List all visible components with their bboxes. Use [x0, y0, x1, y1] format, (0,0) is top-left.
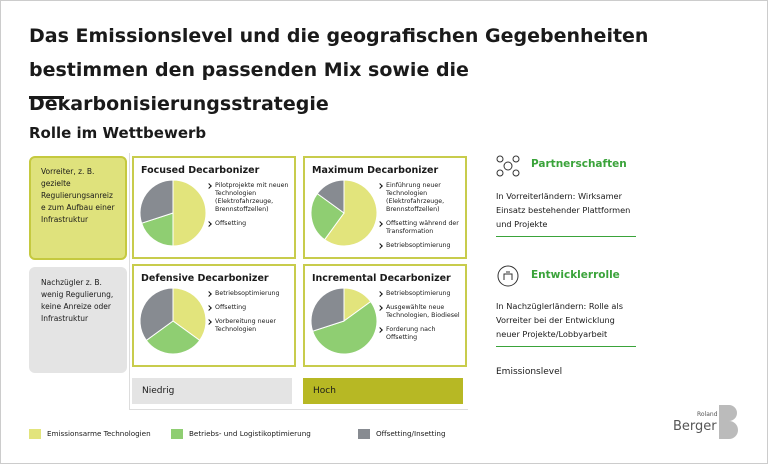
grid: [129, 153, 468, 410]
legend-swatch: [29, 429, 41, 439]
bullet-list: Betriebsoptimierung Ausgewählte neue Tech…: [378, 290, 464, 348]
bullet: Betriebsoptimierung: [207, 290, 293, 298]
pie-slice: [139, 287, 174, 342]
logo-big: Berger: [673, 419, 717, 434]
pie-slice: [145, 320, 201, 355]
side-text: In Nachzüglerländern: Rolle als Vorreite…: [496, 299, 636, 347]
bullet: Einführung neuer Technologien (Elektrofa…: [378, 182, 464, 214]
title: Das Emissionslevel und die geografischen…: [29, 25, 649, 115]
bullet: Vorbereitung neuer Technologien: [207, 318, 293, 334]
side-text: In Vorreiterländern: Wirksamer Einsatz b…: [496, 189, 636, 237]
subtitle: Rolle im Wettbewerb: [29, 124, 207, 142]
pie-slice: [139, 179, 174, 224]
pie-slice: [311, 300, 378, 355]
bullet: Offsetting: [207, 220, 293, 228]
quadrant: Incremental Decarbonizer Betriebsoptimier…: [303, 264, 467, 367]
axis-high: Hoch: [303, 378, 463, 404]
logo-small: Roland: [697, 411, 718, 418]
side-title: Entwicklerrolle: [531, 269, 620, 281]
quadrant: Maximum Decarbonizer Einführung neuer Tec…: [303, 156, 467, 259]
quadrant-title: Focused Decarbonizer: [141, 165, 260, 176]
pie-slice: [172, 287, 207, 342]
legend-swatch: [358, 429, 370, 439]
legend-label: Emissionsarme Technologien: [47, 429, 151, 438]
icon: [497, 265, 519, 287]
logo: Roland Berger: [673, 405, 738, 439]
axis-low: Niedrig: [132, 378, 292, 404]
rule: [29, 96, 64, 99]
bullet: Ausgewählte neue Technologien, Biodiesel: [378, 304, 464, 320]
logo-mark: [719, 405, 738, 439]
legend-swatch: [171, 429, 183, 439]
axis-label: Emissionslevel: [496, 367, 563, 377]
bullet-list: Betriebsoptimierung Offsetting Vorbereitun…: [207, 290, 293, 340]
pie-slice: [310, 287, 345, 332]
pie-slice: [172, 179, 207, 247]
role-box: Vorreiter, z. B. gezielte Regulierungsan…: [29, 156, 127, 260]
side-title: Partnerschaften: [531, 158, 627, 170]
quadrant: Focused Decarbonizer Pilotprojekte mit ne…: [132, 156, 296, 259]
pie-chart: [310, 179, 378, 247]
quadrant-title: Maximum Decarbonizer: [312, 165, 439, 176]
pie-chart: [139, 179, 207, 247]
quadrant: Defensive Decarbonizer Betriebsoptimierun…: [132, 264, 296, 367]
bullet: Forderung nach Offsetting: [378, 326, 464, 342]
bullet: Offsetting: [207, 304, 293, 312]
pie-slice: [316, 179, 345, 214]
pie-slice: [323, 179, 378, 247]
quadrant-title: Defensive Decarbonizer: [141, 273, 269, 284]
bullet: Betriebsoptimierung: [378, 242, 464, 250]
legend-label: Betriebs- und Logistikoptimierung: [189, 429, 311, 438]
bullet-list: Pilotprojekte mit neuen Technologien (El…: [207, 182, 293, 234]
pie-slice: [310, 192, 345, 241]
bullet-list: Einführung neuer Technologien (Elektrofa…: [378, 182, 464, 256]
icon: [496, 155, 520, 177]
pie-chart: [139, 287, 207, 355]
bullet: Pilotprojekte mit neuen Technologien (El…: [207, 182, 293, 214]
pie-slice: [140, 212, 174, 247]
bullet: Offsetting während der Transformation: [378, 220, 464, 236]
role-box: Nachzügler z. B. wenig Regulierung, kein…: [29, 267, 127, 373]
bullet: Betriebsoptimierung: [378, 290, 464, 298]
legend-label: Offsetting/Insetting: [376, 429, 446, 438]
pie-chart: [310, 287, 378, 355]
quadrant-title: Incremental Decarbonizer: [312, 273, 451, 284]
